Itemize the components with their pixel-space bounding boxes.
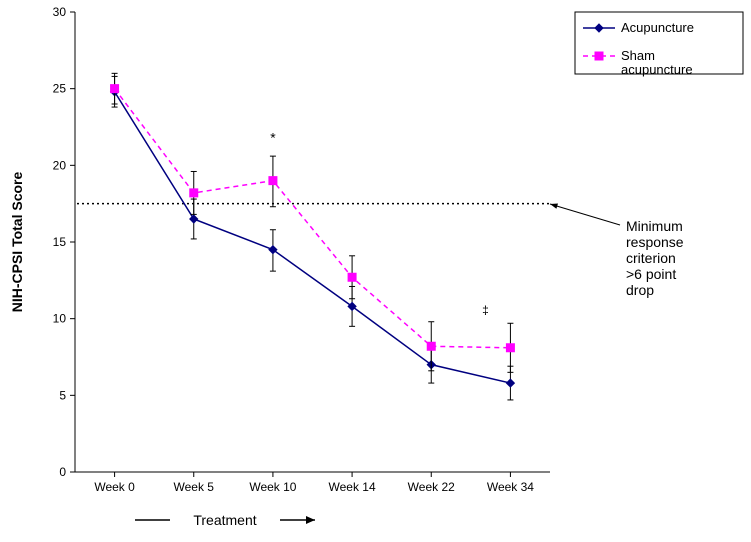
- y-tick-label: 20: [53, 158, 67, 172]
- y-tick-label: 30: [53, 5, 67, 19]
- x-tick-label: Week 10: [249, 480, 296, 494]
- x-tick-label: Week 34: [487, 480, 534, 494]
- y-axis-label: NIH-CPSI Total Score: [9, 172, 25, 313]
- y-tick-label: 10: [53, 312, 67, 326]
- x-tick-label: Week 22: [408, 480, 455, 494]
- series-marker: [506, 344, 514, 352]
- legend-label: Acupuncture: [621, 20, 694, 35]
- annotation: *: [270, 129, 276, 145]
- y-tick-label: 25: [53, 82, 67, 96]
- annotation: ‡: [482, 303, 489, 317]
- y-tick-label: 0: [59, 465, 66, 479]
- treatment-label: Treatment: [193, 512, 256, 528]
- x-tick-label: Week 0: [94, 480, 135, 494]
- y-tick-label: 15: [53, 235, 67, 249]
- series-marker: [269, 177, 277, 185]
- nih-cpsi-chart: 0 5 10 15 20 25 30 NIH-CPSI Total Score Week 0 We…: [0, 0, 751, 542]
- y-tick-label: 5: [59, 388, 66, 402]
- series-marker: [348, 273, 356, 281]
- series-marker: [111, 85, 119, 93]
- series-marker: [190, 189, 198, 197]
- series-marker: [427, 342, 435, 350]
- x-tick-label: Week 14: [329, 480, 376, 494]
- x-tick-label: Week 5: [174, 480, 215, 494]
